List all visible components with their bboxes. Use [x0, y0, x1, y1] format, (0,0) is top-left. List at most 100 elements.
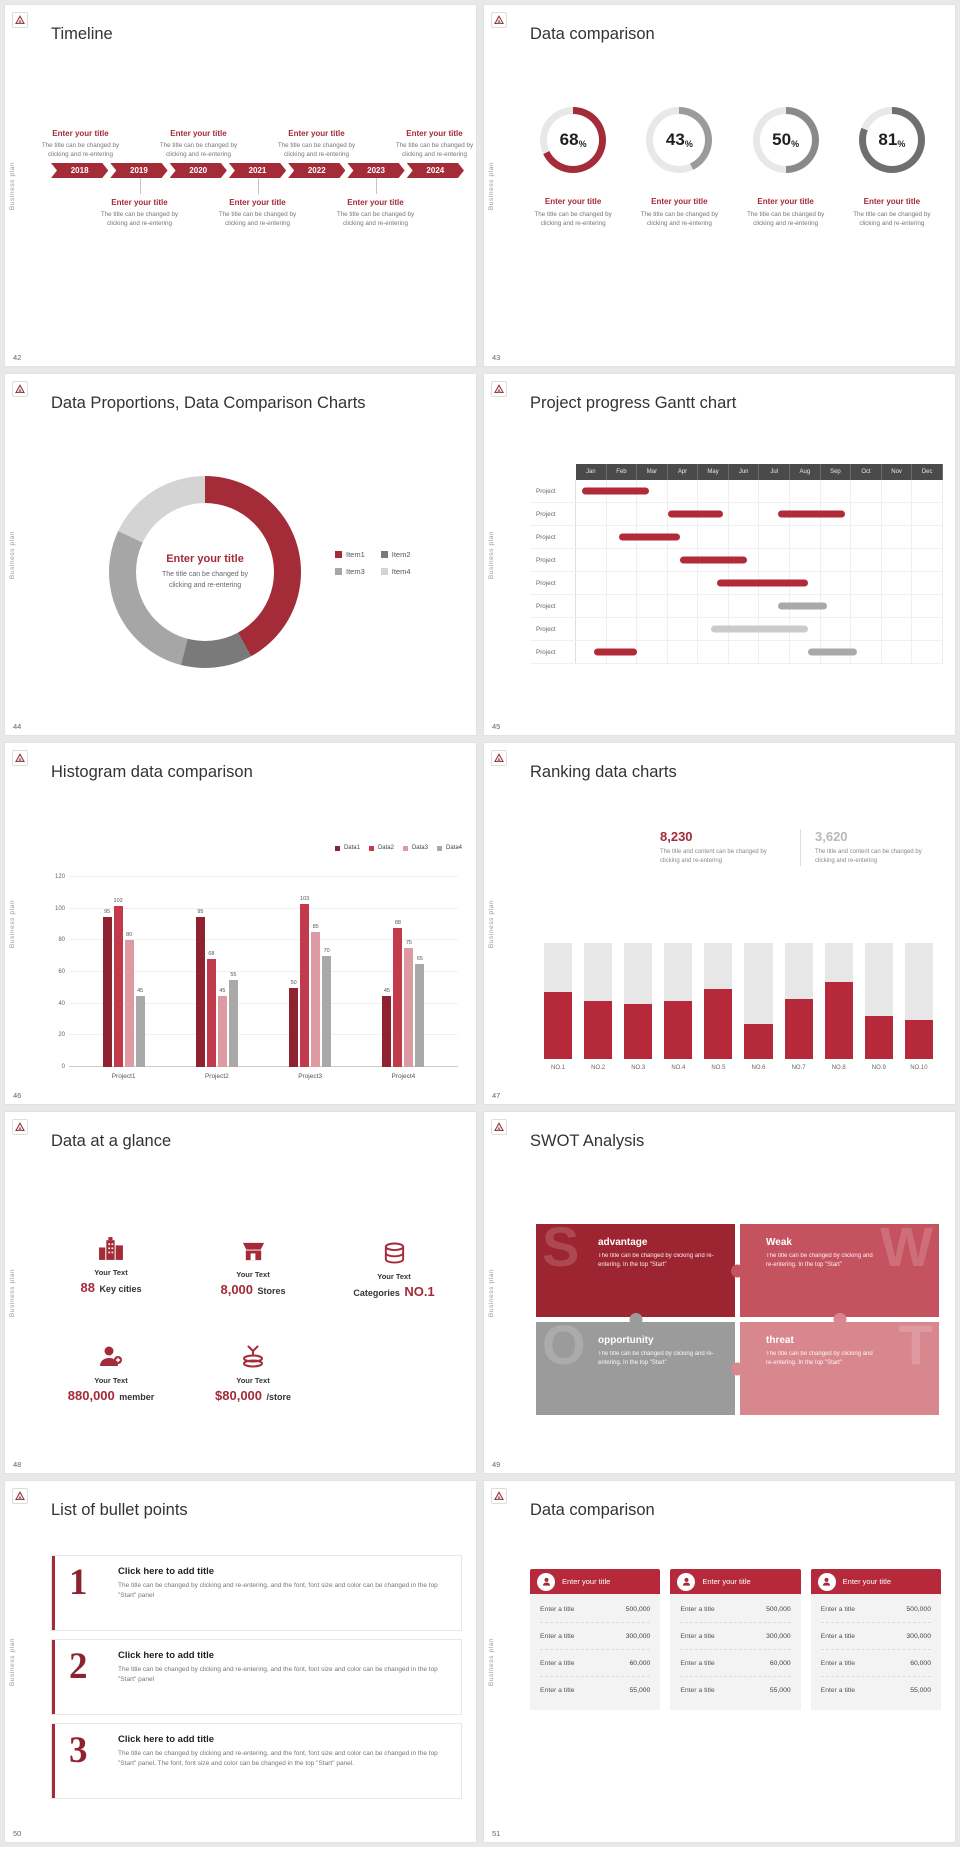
timeline-entry: Enter your title The title can be changed…	[151, 129, 247, 159]
swot-letter: W	[880, 1215, 933, 1278]
slide-thumbnail-45[interactable]: Business plan 45 Project progress Gantt …	[483, 373, 956, 736]
bar: 68	[206, 951, 216, 1067]
vertical-brand-label: Business plan	[488, 1268, 495, 1317]
donut-center-desc: The title can be changed by clicking and…	[161, 571, 248, 589]
gantt-bar	[710, 625, 809, 633]
bar: 75	[404, 940, 414, 1067]
bar-group: 95 102 80 45	[77, 877, 170, 1067]
puzzle-knob	[833, 1313, 846, 1326]
slide-thumbnail-46[interactable]: Business plan 46 Histogram data comparis…	[4, 742, 477, 1105]
stat-item-key-cities: Your Text 88 Key cities	[45, 1232, 177, 1297]
card-row-value: 60,000	[629, 1659, 651, 1667]
gantt-grid-cell	[821, 549, 852, 571]
bullet-desc: The title can be changed by clicking and…	[118, 1666, 438, 1684]
stat-value: 880,000	[67, 1388, 115, 1403]
gantt-bar	[667, 510, 723, 518]
swot-desc: The title can be changed by clicking and…	[766, 1351, 873, 1367]
ranking-label: NO.5	[711, 1065, 726, 1071]
timeline-year-chevron: 2020	[170, 163, 227, 178]
gantt-grid-cell	[607, 549, 638, 571]
legend-label: Data4	[445, 845, 462, 851]
ranking-bar-track	[824, 943, 853, 1059]
page-number: 51	[492, 1829, 501, 1838]
ranking-label: NO.3	[631, 1065, 646, 1071]
slide-thumbnail-50[interactable]: Business plan 50 List of bullet points 1…	[4, 1480, 477, 1843]
bullet-heading: Click here to add title	[118, 1650, 215, 1661]
gantt-grid-cell	[851, 526, 882, 548]
gantt-month-header: Dec	[912, 464, 943, 480]
timeline-entry-desc: The title can be changed by clicking and…	[218, 211, 297, 228]
y-axis-tick: 120	[54, 874, 65, 880]
slide-title: SWOT Analysis	[530, 1132, 645, 1150]
bar: 55	[228, 972, 238, 1067]
card-row: Enter a title 300,000	[540, 1623, 651, 1650]
stat-label: Your Text	[94, 1376, 128, 1385]
brand-logo-icon	[12, 1488, 28, 1504]
stat-value: 8,230	[660, 829, 693, 844]
slide-title: Timeline	[51, 25, 113, 43]
gantt-grid-cell	[637, 595, 668, 617]
y-axis-tick: 20	[58, 1032, 65, 1039]
card-row: Enter a title 55,000	[540, 1677, 650, 1704]
timeline-connector-line	[139, 178, 141, 194]
bar: 45	[135, 988, 145, 1067]
gantt-grid-cell	[729, 526, 760, 548]
timeline-entry-title: Enter your title	[229, 198, 286, 207]
gridline	[69, 907, 458, 909]
percent-number: 50	[772, 130, 792, 149]
timeline-connector-line	[257, 178, 259, 194]
gantt-grid-cell	[729, 595, 760, 617]
gantt-grid-cell	[851, 549, 882, 571]
gantt-grid-cell	[790, 480, 821, 502]
legend-label: Data3	[411, 845, 428, 851]
timeline-year-bar: 2018 2019 2020 2021 2022 2023 2024	[51, 163, 464, 178]
gantt-row: Project	[530, 618, 943, 641]
gantt-row-label: Project	[530, 572, 576, 594]
gantt-grid-cell	[637, 480, 668, 502]
gantt-track	[576, 480, 943, 502]
gantt-grid-cell	[882, 549, 913, 571]
slide-thumbnail-44[interactable]: Business plan 44 Data Proportions, Data …	[4, 373, 477, 736]
card-row-label: Enter a title	[680, 1605, 715, 1613]
swot-grid: S advantage The title can be changed by …	[536, 1219, 939, 1415]
gantt-grid-cell	[576, 595, 607, 617]
gantt-grid-cell	[882, 595, 913, 617]
card-header: Enter your title	[530, 1569, 661, 1594]
percent-number: 68	[559, 130, 579, 149]
ranking-bar-fill	[544, 991, 573, 1059]
card-row-value: 500,000	[766, 1605, 791, 1613]
card-body: Enter a title 500,000 Enter a title 300,000…	[810, 1594, 941, 1710]
histogram-plot: 0 20 40 60 80 100 120 95 102 80 45 95 68 45 55 50 103 85 7…	[55, 874, 458, 1070]
gantt-grid-cell	[851, 641, 882, 663]
bar: 45	[382, 988, 392, 1067]
legend-item: Item4	[380, 567, 411, 576]
timeline-entry-desc: The title can be changed by clicking and…	[336, 211, 415, 228]
stat-value: $80,000	[215, 1388, 263, 1403]
slide-thumbnail-49[interactable]: Business plan 49 SWOT Analysis S advanta…	[483, 1111, 956, 1474]
slide-title: Project progress Gantt chart	[530, 394, 737, 412]
slide-thumbnail-51[interactable]: Business plan 51 Data comparison Enter y…	[483, 1480, 956, 1843]
page-number: 45	[492, 722, 501, 731]
gantt-row: Project	[530, 595, 943, 618]
gantt-grid-cell	[668, 526, 699, 548]
gantt-grid-cell	[912, 595, 943, 617]
gridline	[69, 1002, 458, 1004]
gantt-grid-cell	[668, 618, 699, 640]
gantt-grid-cell	[882, 503, 913, 525]
gantt-month-header: Jan	[576, 464, 607, 480]
card-row-value: 300,000	[906, 1632, 931, 1640]
gridline	[69, 1034, 458, 1036]
ranking-bar-track	[624, 943, 653, 1059]
slide-thumbnail-42[interactable]: Business plan 42 Timeline Enter your tit…	[4, 4, 477, 367]
timeline-bottom-row: Enter your title The title can be changed…	[51, 178, 464, 288]
gantt-grid-cell	[912, 549, 943, 571]
swot-strength-piece: S advantage The title can be changed by …	[536, 1219, 735, 1317]
bar-groups: 95 102 80 45 95 68 45 55 50 103 85 70 45 88 75 65	[69, 877, 458, 1067]
gantt-month-header: Oct	[851, 464, 882, 480]
slide-thumbnail-48[interactable]: Business plan 48 Data at a glance Your T…	[4, 1111, 477, 1474]
gantt-month-header: Apr	[667, 464, 699, 480]
vertical-brand-label: Business plan	[488, 161, 495, 210]
slide-thumbnail-47[interactable]: Business plan 47 Ranking data charts 8,2…	[483, 742, 956, 1105]
gantt-grid-cell	[698, 595, 729, 617]
slide-thumbnail-43[interactable]: Business plan 43 Data comparison 68% Ente…	[483, 4, 956, 367]
